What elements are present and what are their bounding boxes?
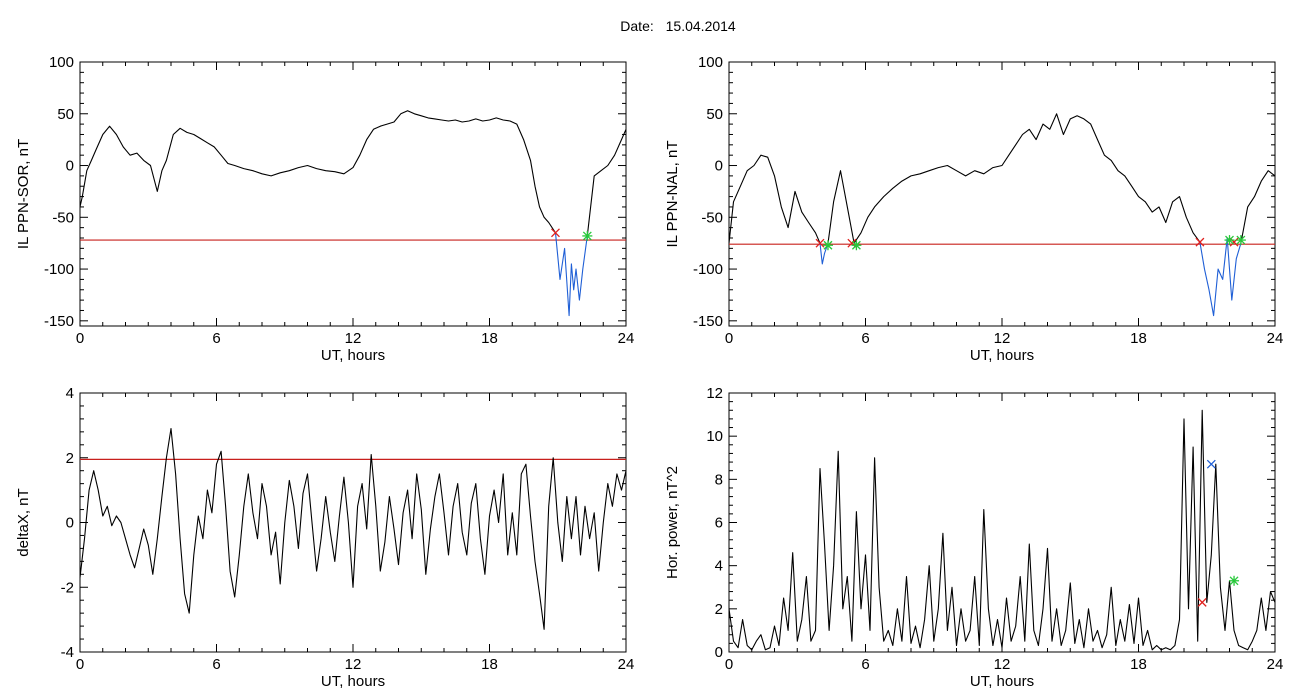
x-tick-label: 12 xyxy=(994,330,1011,347)
marker-cross xyxy=(1197,597,1207,607)
marker-stroke xyxy=(1197,597,1207,607)
y-tick-label: -100 xyxy=(44,261,74,278)
y-tick-label: -150 xyxy=(44,313,74,330)
y-tick-label: 0 xyxy=(715,644,723,661)
y-tick-label: 12 xyxy=(706,385,723,402)
series-line xyxy=(728,409,1276,651)
plot-frame xyxy=(728,392,1276,653)
plot-frame xyxy=(728,61,1276,327)
series-line xyxy=(853,113,1201,244)
chart-sor: 0 6 12 18 24 -150 -100 -50 0 50 100 UT, hours IL PPN… xyxy=(15,54,634,364)
series-line xyxy=(827,170,855,244)
x-tick-label: 6 xyxy=(861,330,869,347)
chart-date-header: Date: 15.04.2014 xyxy=(0,18,1300,34)
series-line xyxy=(79,110,556,234)
series-line xyxy=(819,243,829,265)
y-tick-label: 100 xyxy=(49,54,74,71)
date-label: Date: xyxy=(620,18,654,34)
marker-star xyxy=(1224,235,1235,246)
y-tick-label: 100 xyxy=(698,54,723,71)
x-axis-label: UT, hours xyxy=(970,347,1034,364)
marker-stroke xyxy=(1195,237,1205,247)
y-axis-label: deltaX, nT xyxy=(15,488,32,556)
marker-cross xyxy=(815,238,825,248)
series-line xyxy=(1240,170,1276,244)
y-tick-label: 10 xyxy=(706,428,723,445)
x-tick-label: 24 xyxy=(1267,330,1284,347)
x-tick-label: 18 xyxy=(1130,656,1147,673)
marker-star xyxy=(582,230,593,241)
y-tick-label: 50 xyxy=(706,106,723,123)
y-tick-label: -150 xyxy=(693,313,723,330)
y-tick-label: 0 xyxy=(66,158,74,175)
x-tick-label: 6 xyxy=(861,656,869,673)
x-tick-label: 12 xyxy=(345,330,362,347)
marker-stroke xyxy=(847,238,857,248)
x-tick-label: 6 xyxy=(212,656,220,673)
y-tick-label: 0 xyxy=(66,515,74,532)
series-line xyxy=(554,232,588,317)
plot-frame xyxy=(79,61,627,327)
x-tick-label: 18 xyxy=(1130,330,1147,347)
series-line xyxy=(79,428,627,630)
marker-stroke xyxy=(1206,459,1216,469)
marker-stroke xyxy=(551,228,560,238)
x-tick-label: 0 xyxy=(76,330,84,347)
x-tick-label: 0 xyxy=(76,656,84,673)
y-tick-label: -50 xyxy=(52,209,74,226)
y-axis-label: IL PPN-NAL, nT xyxy=(664,141,681,248)
y-tick-label: 4 xyxy=(66,385,74,402)
marker-cross xyxy=(1206,459,1216,469)
x-axis-label: UT, hours xyxy=(321,673,385,690)
y-tick-label: 2 xyxy=(715,601,723,618)
series-line xyxy=(1199,237,1242,317)
y-tick-label: -100 xyxy=(693,261,723,278)
y-tick-label: 0 xyxy=(715,158,723,175)
series-line xyxy=(728,154,821,244)
x-tick-label: 6 xyxy=(212,330,220,347)
x-tick-label: 0 xyxy=(725,330,733,347)
date-value: 15.04.2014 xyxy=(665,18,736,34)
x-tick-label: 24 xyxy=(618,330,635,347)
marker-cross xyxy=(551,228,560,238)
x-tick-label: 18 xyxy=(481,656,498,673)
chart-nal: 0 6 12 18 24 -150 -100 -50 0 50 100 UT, hours IL PPN… xyxy=(664,54,1283,364)
y-tick-label: 4 xyxy=(715,558,723,575)
x-tick-label: 24 xyxy=(1267,656,1284,673)
x-axis-label: UT, hours xyxy=(970,673,1034,690)
y-tick-label: 2 xyxy=(66,450,74,467)
x-tick-label: 12 xyxy=(345,656,362,673)
marker-cross xyxy=(1195,237,1205,247)
x-tick-label: 12 xyxy=(994,656,1011,673)
marker-stroke xyxy=(815,238,825,248)
x-tick-label: 24 xyxy=(618,656,635,673)
x-axis-label: UT, hours xyxy=(321,347,385,364)
y-axis-label: Hor. power, nT^2 xyxy=(664,466,681,579)
series-line xyxy=(586,129,627,236)
marker-star xyxy=(1235,235,1246,246)
plot-frame xyxy=(79,392,627,653)
y-tick-label: -4 xyxy=(61,644,74,661)
marker-star xyxy=(851,240,862,251)
y-tick-label: -50 xyxy=(701,209,723,226)
x-tick-label: 18 xyxy=(481,330,498,347)
x-tick-label: 0 xyxy=(725,656,733,673)
marker-star xyxy=(1229,575,1240,586)
y-tick-label: -2 xyxy=(61,579,74,596)
y-axis-label: IL PPN-SOR, nT xyxy=(15,139,32,249)
y-tick-label: 50 xyxy=(57,106,74,123)
marker-star xyxy=(822,240,833,251)
y-tick-label: 8 xyxy=(715,471,723,488)
y-tick-label: 6 xyxy=(715,515,723,532)
